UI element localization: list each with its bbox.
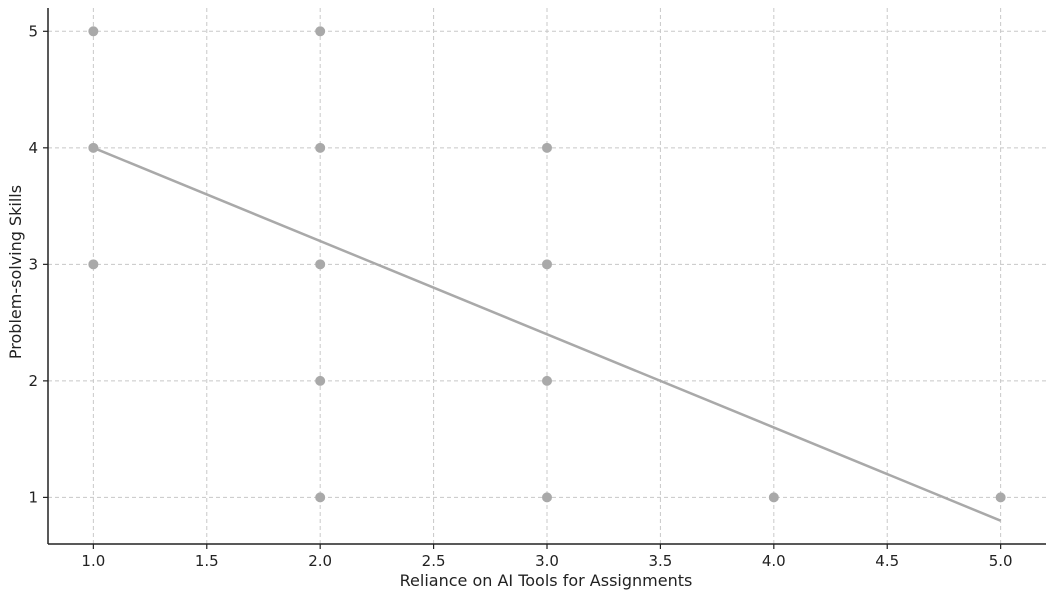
axes bbox=[43, 8, 1046, 549]
scatter-point bbox=[542, 259, 552, 270]
x-tick-label: 1.0 bbox=[81, 552, 105, 570]
scatter-point bbox=[315, 375, 326, 386]
x-tick-label: 2.5 bbox=[422, 552, 446, 570]
x-tick-label: 5.0 bbox=[989, 552, 1013, 570]
scatter-point bbox=[88, 142, 99, 153]
x-tick-label: 4.0 bbox=[762, 552, 786, 570]
trendline bbox=[92, 146, 1002, 522]
y-tick-label: 1 bbox=[28, 488, 38, 506]
scatter-point bbox=[542, 142, 552, 153]
scatter-point bbox=[315, 142, 326, 153]
x-tick-label: 4.5 bbox=[875, 552, 899, 570]
scatter-point bbox=[768, 492, 779, 503]
x-tick-label: 2.0 bbox=[308, 552, 332, 570]
y-tick-label: 2 bbox=[28, 372, 38, 390]
scatter-point bbox=[542, 492, 552, 503]
scatter-point bbox=[315, 492, 326, 503]
x-tick-label: 3.0 bbox=[535, 552, 559, 570]
scatter-point bbox=[88, 26, 99, 37]
tick-labels: 1.0 1.5 2.0 2.5 3.0 3.5 4.0 4.5 5.0 1 2 3 4 5 bbox=[28, 22, 1012, 570]
scatter-point bbox=[88, 259, 99, 270]
grid bbox=[48, 8, 1046, 544]
scatter-point bbox=[995, 492, 1006, 503]
x-tick-label: 1.5 bbox=[195, 552, 219, 570]
scatter-point bbox=[315, 26, 326, 37]
y-axis-label: Problem-solving Skills bbox=[6, 185, 25, 359]
points-group bbox=[88, 26, 1006, 503]
x-tick-label: 3.5 bbox=[648, 552, 672, 570]
scatter-point bbox=[315, 259, 326, 270]
y-tick-label: 3 bbox=[28, 255, 38, 273]
scatter-point bbox=[542, 375, 552, 386]
x-axis-label: Reliance on AI Tools for Assignments bbox=[400, 571, 693, 590]
y-tick-label: 4 bbox=[28, 139, 38, 157]
trendline-group bbox=[92, 146, 1002, 522]
y-tick-label: 5 bbox=[28, 22, 38, 40]
